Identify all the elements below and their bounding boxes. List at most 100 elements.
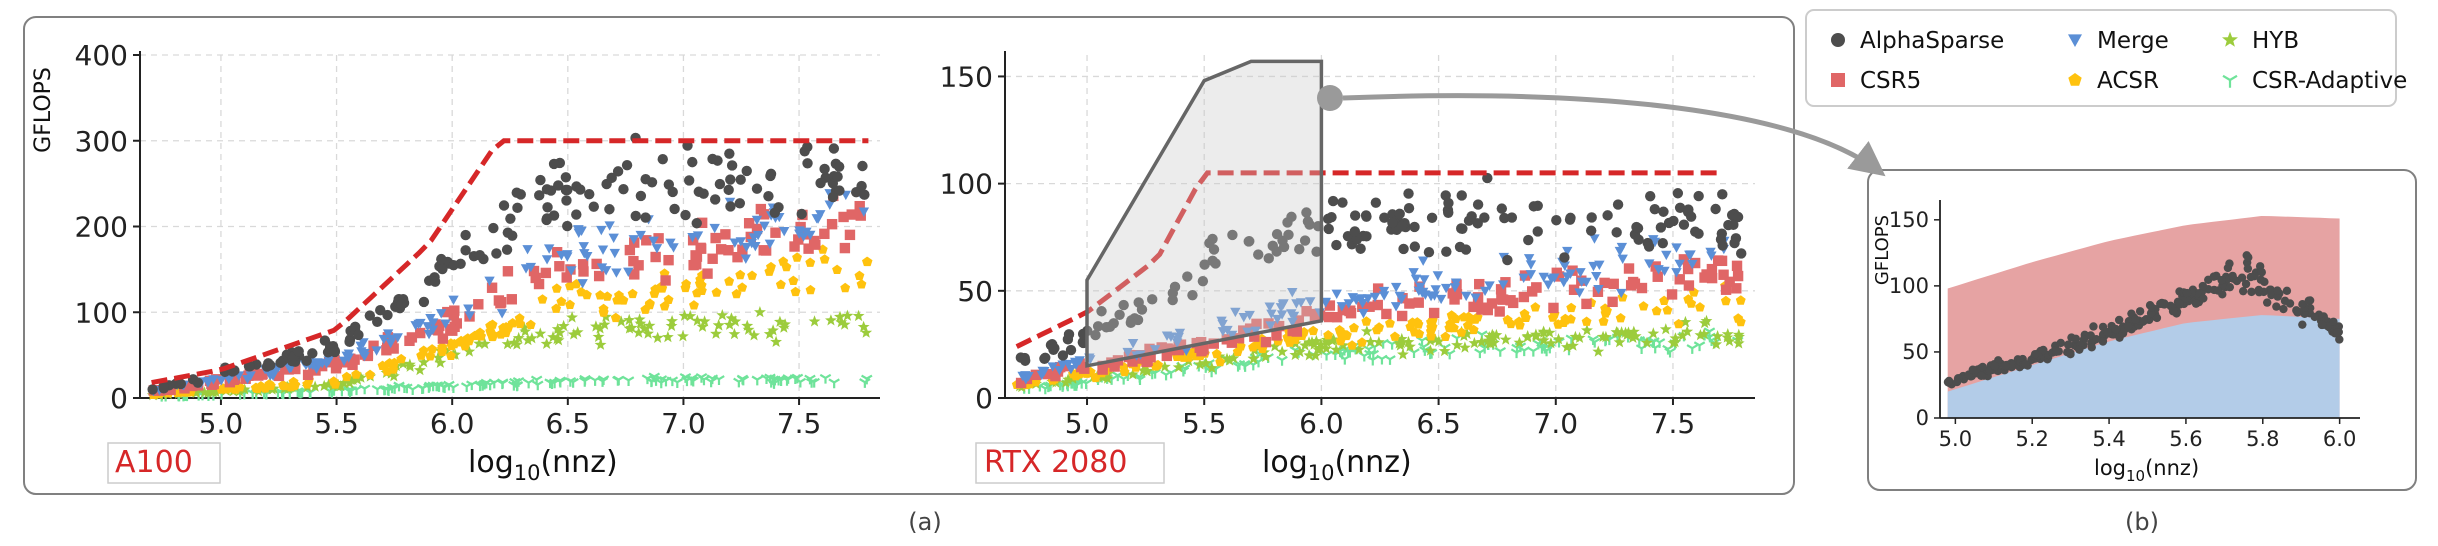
point-alphasparse: [763, 190, 774, 202]
point-alphasparse: [669, 203, 680, 215]
point-merge: [1575, 268, 1586, 278]
point-csr5: [1548, 302, 1559, 314]
point-alphasparse: [1409, 241, 1421, 252]
point-hyb: [567, 328, 580, 340]
point-csr5: [1682, 263, 1694, 275]
point-csr5: [486, 282, 498, 293]
point-hyb: [1486, 328, 1499, 340]
point-merge: [1617, 254, 1628, 265]
point-csr5: [1625, 280, 1637, 291]
point-acsr: [1615, 313, 1626, 323]
point-acsr: [778, 256, 789, 266]
point-csr5: [1156, 342, 1167, 353]
point-csr-adaptive: [789, 374, 802, 385]
point-acsr: [856, 279, 867, 289]
point-merge: [1659, 266, 1670, 277]
point-merge: [1286, 309, 1297, 319]
point-merge: [496, 309, 508, 319]
point-hyb: [198, 386, 211, 398]
point-merge: [1057, 360, 1068, 370]
point-alphasparse: [680, 209, 691, 221]
point-acsr: [832, 264, 842, 274]
point-hyb: [666, 315, 678, 327]
point-merge: [484, 276, 495, 287]
point-merge: [1070, 357, 1081, 368]
point-csr5: [1404, 298, 1415, 309]
point-acsr: [854, 270, 865, 280]
point-alphasparse: [2267, 290, 2276, 300]
point-hyb: [238, 383, 251, 395]
legend-item-alphasparse: AlphaSparse: [1831, 28, 2004, 54]
point-merge: [1525, 260, 1537, 270]
point-csr5: [1706, 263, 1718, 275]
point-alphasparse: [491, 248, 502, 259]
point-alphasparse: [1506, 212, 1518, 223]
point-alphasparse: [2310, 312, 2319, 322]
point-alphasparse: [2213, 286, 2223, 295]
point-alphasparse: [2089, 322, 2098, 331]
rtx2080-label-box: [975, 442, 1165, 484]
point-hyb: [309, 380, 322, 392]
point-csr5: [1173, 344, 1185, 356]
y-tick-label: 200: [75, 211, 128, 244]
point-merge: [648, 236, 659, 246]
point-csr5: [660, 275, 671, 286]
point-alphasparse: [1396, 221, 1408, 232]
point-alphasparse: [1990, 361, 2000, 371]
point-alphasparse: [1311, 246, 1322, 257]
point-hyb: [1499, 333, 1512, 345]
point-alphasparse: [724, 148, 735, 159]
panel-a-frame: [23, 16, 1795, 495]
point-alphasparse: [1532, 226, 1543, 237]
point-csr5: [803, 243, 814, 254]
point-merge: [1653, 265, 1664, 275]
point-acsr: [476, 331, 486, 341]
point-csr-adaptive: [828, 378, 840, 389]
point-csr5: [770, 227, 781, 238]
point-csr5: [445, 324, 456, 335]
zoom-ylabel: GFLOPS: [1872, 215, 1893, 285]
point-hyb: [691, 314, 704, 326]
point-csr5: [1324, 311, 1335, 323]
point-acsr: [1602, 305, 1612, 316]
point-merge: [628, 235, 639, 245]
point-csr5: [578, 266, 589, 277]
point-alphasparse: [192, 377, 204, 388]
point-hyb: [1330, 343, 1343, 355]
point-acsr: [279, 380, 289, 391]
point-alphasparse: [1633, 234, 1644, 245]
point-hyb: [463, 345, 476, 357]
point-alphasparse: [687, 156, 698, 168]
point-merge: [436, 309, 447, 319]
point-merge: [1591, 272, 1602, 282]
point-hyb: [1062, 373, 1074, 385]
zoom-x-tick-label: 5.8: [2246, 427, 2279, 451]
legend-item-csr-adaptive: CSR-Adaptive: [2222, 68, 2407, 94]
point-merge: [578, 242, 589, 252]
point-csr-adaptive: [474, 381, 486, 392]
point-csr5: [1144, 343, 1155, 355]
point-hyb: [634, 317, 647, 329]
point-acsr: [610, 312, 621, 323]
point-alphasparse: [1355, 243, 1366, 254]
roofline: [151, 138, 869, 386]
point-hyb: [571, 326, 584, 338]
point-acsr: [581, 289, 592, 300]
point-alphasparse: [1299, 235, 1311, 246]
point-merge: [1036, 370, 1048, 381]
point-alphasparse: [588, 201, 599, 212]
point-merge: [1242, 327, 1253, 337]
point-alphasparse: [329, 346, 341, 358]
point-merge: [812, 214, 824, 224]
point-hyb: [716, 309, 729, 321]
point-alphasparse: [1147, 294, 1158, 305]
point-csr5: [506, 294, 517, 305]
point-alphasparse: [1182, 271, 1193, 282]
point-acsr: [351, 369, 362, 379]
point-merge: [382, 329, 394, 339]
point-alphasparse: [562, 220, 573, 232]
legend-label-alphasparse: AlphaSparse: [1860, 28, 2004, 54]
point-merge: [729, 238, 741, 248]
point-alphasparse: [561, 195, 572, 206]
point-alphasparse: [1210, 258, 1221, 269]
